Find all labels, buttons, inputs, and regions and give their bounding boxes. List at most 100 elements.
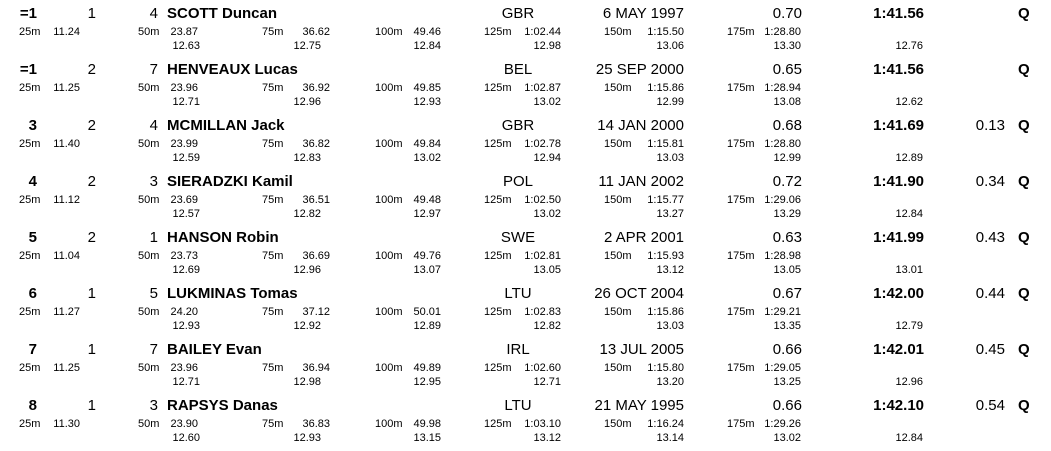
reaction-time: 0.63 xyxy=(772,229,802,246)
split-time: 1:28.94 xyxy=(764,82,801,94)
split-distance: 50m xyxy=(138,138,160,150)
lap-time: 12.89 xyxy=(895,152,923,164)
split-distance: 100m xyxy=(375,138,403,150)
split-distance: 75m xyxy=(262,82,284,94)
nation-code: POL xyxy=(502,173,533,190)
nation-code: LTU xyxy=(504,285,532,302)
split-distance: 150m xyxy=(604,26,632,38)
split-time: 11.40 xyxy=(53,138,80,150)
lap-time: 12.83 xyxy=(293,152,321,164)
lane-number: 7 xyxy=(149,341,158,358)
split-distance: 50m xyxy=(138,418,160,430)
split-time: 23.73 xyxy=(170,250,198,262)
split-distance: 25m xyxy=(19,250,41,262)
result-row: 7 1 7 BAILEY Evan IRL 13 JUL 2005 0.66 1:42.01 0… xyxy=(0,338,1051,394)
split-time: 23.90 xyxy=(170,418,198,430)
time-behind: 0.44 xyxy=(975,285,1005,302)
lap-time: 13.01 xyxy=(895,264,923,276)
reaction-time: 0.68 xyxy=(772,117,802,134)
lap-time: 12.84 xyxy=(895,208,923,220)
lap-time: 12.79 xyxy=(895,320,923,332)
lap-time: 13.27 xyxy=(656,208,684,220)
lap-time: 12.71 xyxy=(172,376,200,388)
split-distance: 75m xyxy=(262,26,284,38)
final-time: 1:41.56 xyxy=(873,5,924,22)
lap-time: 12.71 xyxy=(533,376,561,388)
heat-number: 1 xyxy=(87,285,96,302)
split-distance: 100m xyxy=(375,418,403,430)
final-time: 1:41.99 xyxy=(873,229,924,246)
lap-time: 13.03 xyxy=(656,320,684,332)
split-time: 50.01 xyxy=(413,306,441,318)
time-behind: 0.34 xyxy=(975,173,1005,190)
athlete-name: LUKMINAS Tomas xyxy=(167,285,298,302)
split-distance: 50m xyxy=(138,362,160,374)
rank: =1 xyxy=(19,61,37,78)
split-distance: 50m xyxy=(138,194,160,206)
rank: 6 xyxy=(28,285,37,302)
athlete-name: HENVEAUX Lucas xyxy=(167,61,298,78)
split-time: 1:15.86 xyxy=(647,82,684,94)
lap-time: 12.84 xyxy=(413,40,441,52)
lane-number: 7 xyxy=(149,61,158,78)
split-time: 1:02.60 xyxy=(524,362,561,374)
result-row: 3 2 4 MCMILLAN Jack GBR 14 JAN 2000 0.68 1:41.6… xyxy=(0,114,1051,170)
lane-number: 5 xyxy=(149,285,158,302)
result-row: =1 1 4 SCOTT Duncan GBR 6 MAY 1997 0.70 1:41.56… xyxy=(0,2,1051,58)
reaction-time: 0.66 xyxy=(772,397,802,414)
split-distance: 175m xyxy=(727,194,755,206)
lane-number: 4 xyxy=(149,117,158,134)
split-distance: 75m xyxy=(262,194,284,206)
qualifier-badge: Q xyxy=(1018,341,1030,358)
lap-time: 13.08 xyxy=(773,96,801,108)
split-time: 1:28.80 xyxy=(764,138,801,150)
athlete-name: RAPSYS Danas xyxy=(167,397,278,414)
reaction-time: 0.72 xyxy=(772,173,802,190)
split-time: 11.25 xyxy=(53,82,80,94)
split-distance: 75m xyxy=(262,250,284,262)
split-distance: 25m xyxy=(19,26,41,38)
lap-time: 13.06 xyxy=(656,40,684,52)
lane-number: 4 xyxy=(149,5,158,22)
split-distance: 25m xyxy=(19,418,41,430)
split-time: 1:02.78 xyxy=(524,138,561,150)
split-time: 1:29.05 xyxy=(764,362,801,374)
lap-time: 12.96 xyxy=(293,96,321,108)
lap-time: 13.02 xyxy=(533,208,561,220)
birth-date: 13 JUL 2005 xyxy=(599,341,684,358)
split-time: 11.24 xyxy=(53,26,80,38)
split-time: 1:15.80 xyxy=(647,362,684,374)
lap-time: 12.57 xyxy=(172,208,200,220)
split-distance: 50m xyxy=(138,250,160,262)
birth-date: 2 APR 2001 xyxy=(603,229,684,246)
final-time: 1:41.56 xyxy=(873,61,924,78)
lap-time: 12.93 xyxy=(413,96,441,108)
split-time: 1:02.83 xyxy=(524,306,561,318)
split-distance: 150m xyxy=(604,194,632,206)
split-time: 1:15.93 xyxy=(647,250,684,262)
lap-time: 13.35 xyxy=(773,320,801,332)
split-distance: 100m xyxy=(375,194,403,206)
split-time: 36.83 xyxy=(302,418,330,430)
qualifier-badge: Q xyxy=(1018,285,1030,302)
lap-time: 13.07 xyxy=(413,264,441,276)
lap-time: 12.62 xyxy=(895,96,923,108)
lap-time: 12.89 xyxy=(413,320,441,332)
split-distance: 125m xyxy=(484,362,512,374)
lap-time: 12.99 xyxy=(656,96,684,108)
lap-time: 13.12 xyxy=(533,432,561,444)
split-distance: 150m xyxy=(604,138,632,150)
split-time: 36.94 xyxy=(302,362,330,374)
split-time: 36.51 xyxy=(302,194,330,206)
split-time: 1:03.10 xyxy=(524,418,561,430)
split-distance: 50m xyxy=(138,26,160,38)
nation-code: SWE xyxy=(500,229,536,246)
final-time: 1:42.10 xyxy=(873,397,924,414)
lane-number: 3 xyxy=(149,397,158,414)
split-time: 1:15.86 xyxy=(647,306,684,318)
birth-date: 26 OCT 2004 xyxy=(594,285,684,302)
lap-time: 13.12 xyxy=(656,264,684,276)
split-time: 36.82 xyxy=(302,138,330,150)
lap-time: 12.93 xyxy=(293,432,321,444)
